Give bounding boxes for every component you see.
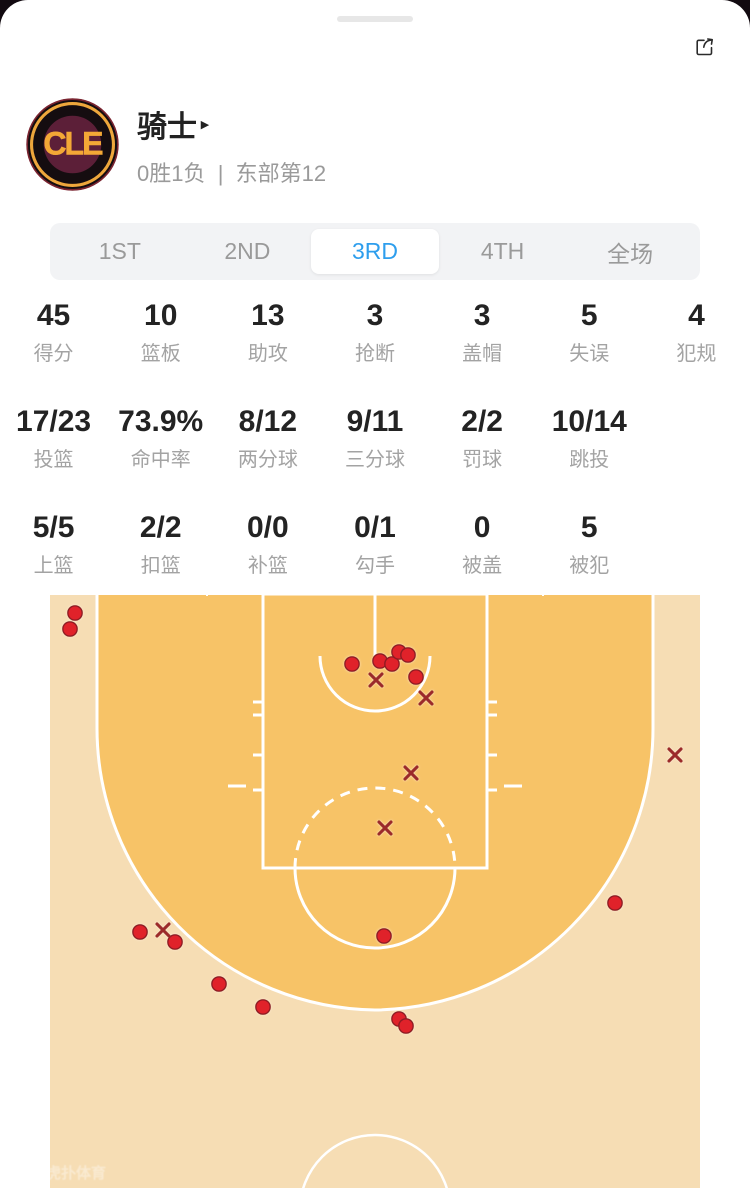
svg-text:虎扑体育: 虎扑体育: [46, 1164, 106, 1182]
svg-text:CLE: CLE: [43, 125, 103, 161]
